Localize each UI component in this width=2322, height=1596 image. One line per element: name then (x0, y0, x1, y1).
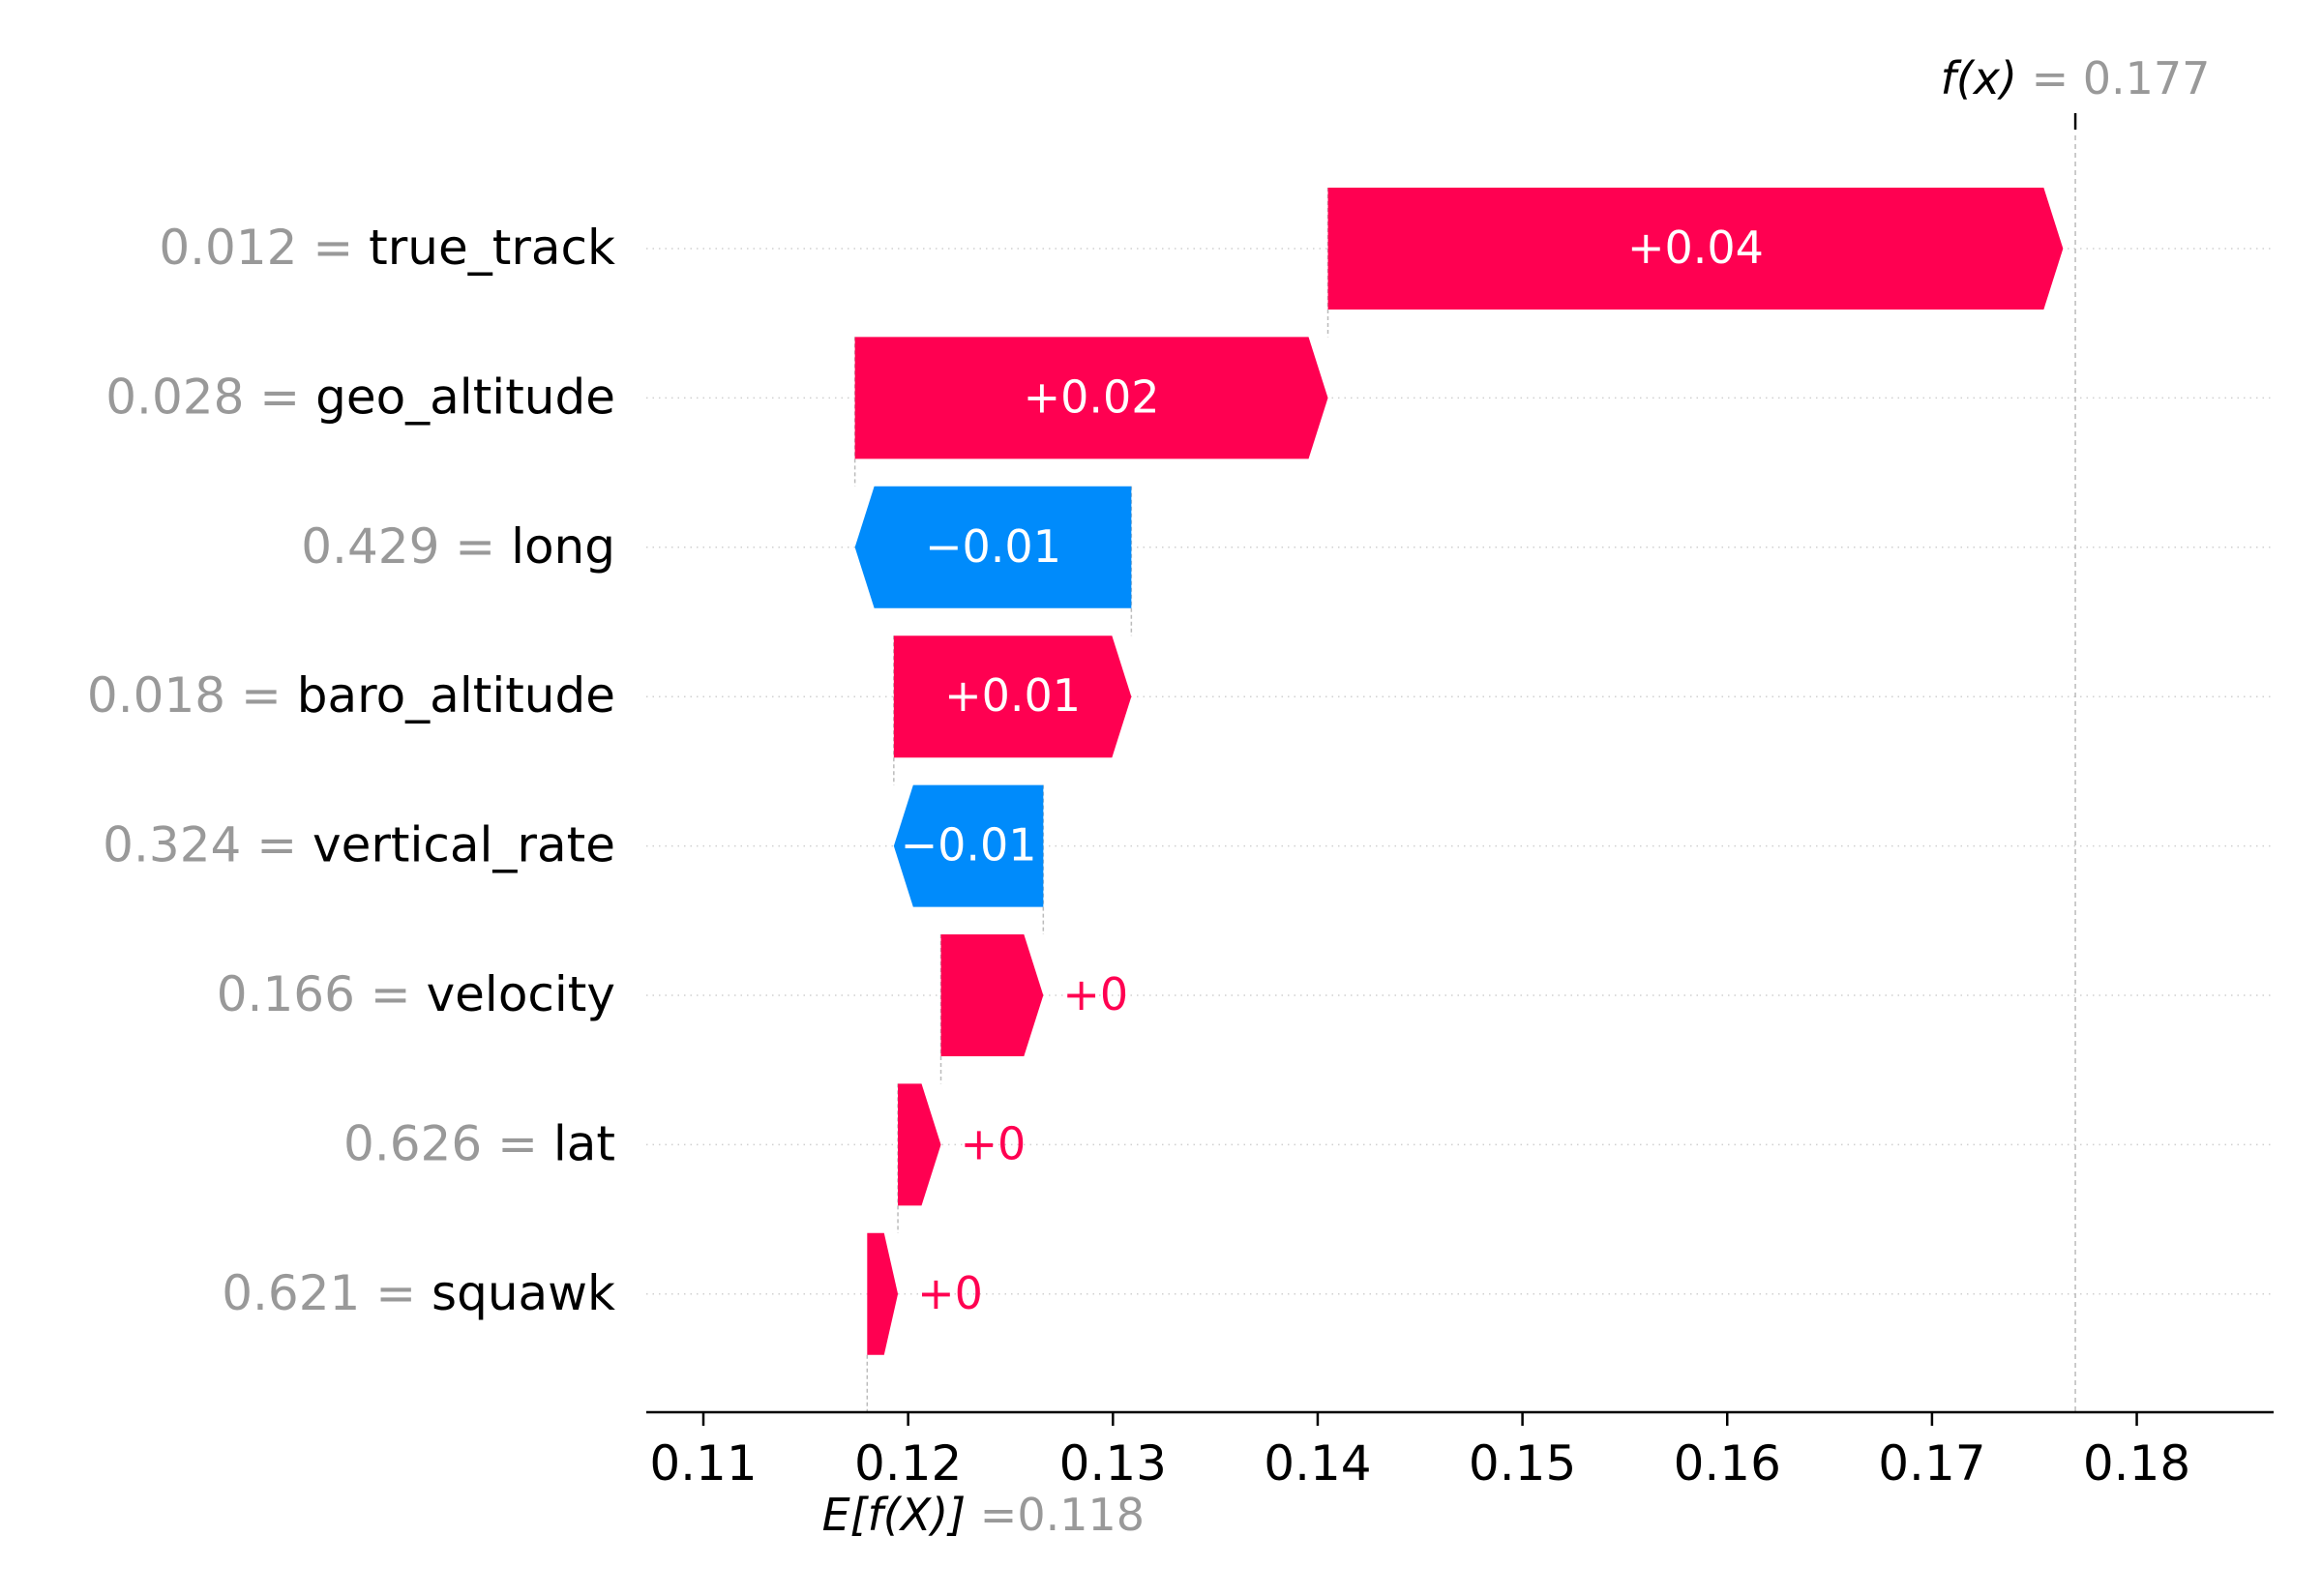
feature-label: 0.166 = velocity (217, 966, 615, 1022)
bar-geo_altitude (854, 337, 1328, 459)
base-value-label: E[f(X)] =0.118 (822, 1489, 1145, 1541)
x-tick-label: 0.16 (1674, 1435, 1781, 1492)
bar-value-label: +0 (1062, 968, 1128, 1020)
feature-labels: 0.012 = true_track 0.028 = geo_altitude 0.… (87, 220, 615, 1321)
bar-true_track (1327, 188, 2064, 310)
bar-vertical_rate (893, 784, 1044, 907)
x-tick-label: 0.17 (1878, 1435, 1985, 1492)
feature-label: 0.028 = geo_altitude (105, 369, 615, 425)
bar-value-label: +0.01 (944, 669, 1081, 722)
connector-lines (853, 135, 2076, 1412)
bar-value-label: +0.02 (1024, 370, 1160, 423)
x-tick-label: 0.13 (1059, 1435, 1167, 1492)
x-tick-label: 0.11 (649, 1435, 757, 1492)
bar-value-label: −0.01 (925, 520, 1061, 573)
bars (854, 188, 2064, 1355)
x-tick-label: 0.12 (854, 1435, 962, 1492)
x-tick-label: 0.15 (1469, 1435, 1576, 1492)
feature-label: 0.018 = baro_altitude (87, 667, 615, 724)
bar-velocity (940, 934, 1044, 1056)
bar-value-label: −0.01 (901, 819, 1037, 872)
x-tick-label: 0.14 (1264, 1435, 1371, 1492)
bar-value-label: +0 (917, 1267, 983, 1319)
feature-label: 0.324 = vertical_rate (103, 817, 615, 873)
feature-label: 0.626 = lat (343, 1115, 615, 1171)
feature-label: 0.012 = true_track (159, 220, 615, 276)
bar-value-label: +0.04 (1627, 222, 1764, 274)
annotations: f(x) = 0.177 E[f(X)] =0.118 (822, 52, 2211, 1541)
bar-baro_altitude (893, 635, 1132, 758)
x-tick-label: 0.18 (2083, 1435, 2190, 1492)
bar-labels: +0.04 +0.02 −0.01 +0.01 −0.01 +0 +0 +0 (901, 222, 1764, 1319)
bar-value-label: +0 (961, 1117, 1027, 1169)
feature-label: 0.429 = long (301, 518, 615, 575)
bar-lat (898, 1083, 941, 1206)
feature-label: 0.621 = squawk (222, 1265, 615, 1321)
x-axis: 0.11 0.12 0.13 0.14 0.15 0.16 0.17 0.18 (646, 1410, 2274, 1492)
bar-long (854, 486, 1132, 608)
bar-squawk (867, 1232, 899, 1355)
output-value-label: f(x) = 0.177 (1941, 52, 2211, 104)
